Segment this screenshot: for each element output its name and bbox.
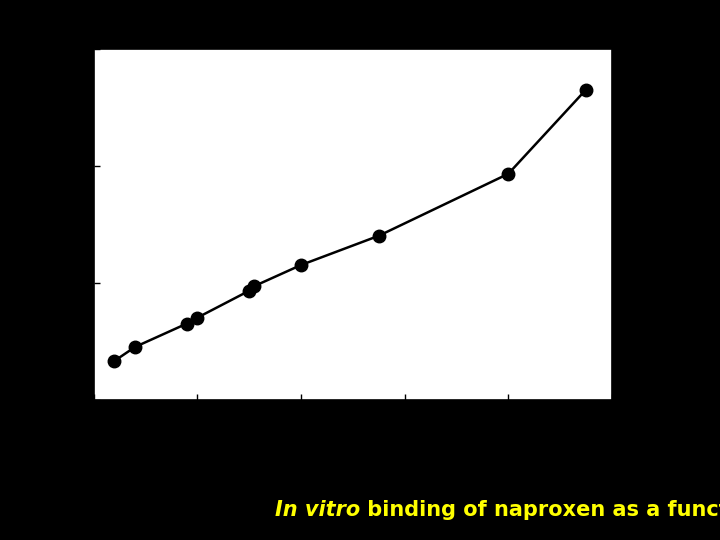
Y-axis label: Percent Free: Percent Free <box>53 164 71 284</box>
X-axis label: Naproxen Plasma Concentration (mg/l.): Naproxen Plasma Concentration (mg/l.) <box>168 428 538 446</box>
Text: In vitro: In vitro <box>275 500 360 521</box>
Text: binding of naproxen as a function of Cp.: binding of naproxen as a function of Cp. <box>360 500 720 521</box>
